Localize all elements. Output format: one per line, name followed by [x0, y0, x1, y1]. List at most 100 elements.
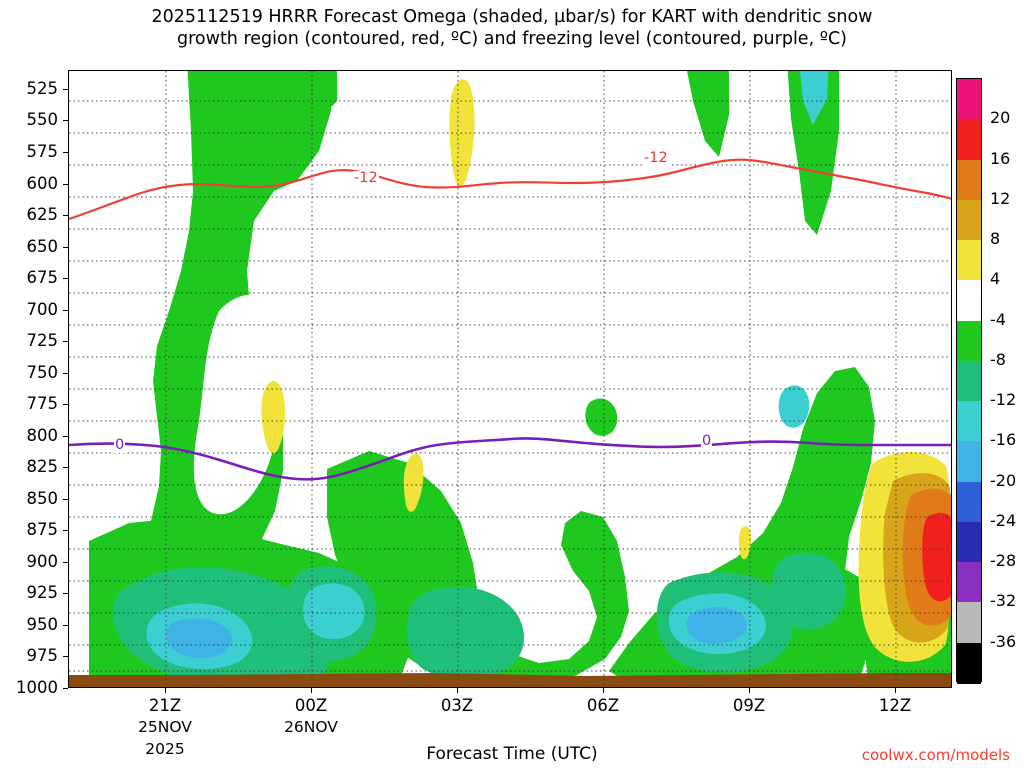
- y-tick-label: 850: [26, 488, 59, 508]
- y-tick-mark: [63, 498, 68, 500]
- y-tick-label: 800: [26, 425, 59, 445]
- colorbar-cell: [957, 521, 981, 563]
- colorbar-tick-label: -4: [990, 309, 1006, 329]
- colorbar-tick-label: -32: [990, 591, 1017, 611]
- x-tick-label: 06Z: [586, 696, 620, 715]
- colorbar-cell: [957, 401, 981, 442]
- x-tick-mark: [749, 688, 750, 693]
- colorbar-tick-label: -28: [990, 551, 1017, 571]
- y-tick-mark: [63, 278, 68, 280]
- colorbar-tick-label: -8: [990, 349, 1006, 369]
- dendritic-contour-path: [69, 158, 951, 221]
- chart-title-line2: growth region (contoured, red, ºC) and f…: [177, 29, 847, 50]
- colorbar-cell: [957, 119, 981, 161]
- y-tick-label: 650: [26, 236, 59, 256]
- contour-label-freezing-1: 0: [114, 437, 126, 453]
- y-tick-label: 975: [26, 646, 59, 666]
- colorbar-tick-label: -12: [990, 390, 1017, 410]
- colorbar-tick-label: 8: [990, 229, 1001, 249]
- y-tick-mark: [63, 467, 68, 469]
- x-tick-label: 21Z: [148, 696, 182, 715]
- x-tick-label: 09Z: [732, 696, 766, 715]
- y-tick-mark: [63, 435, 68, 437]
- omega-shaded-field: [69, 71, 951, 687]
- y-tick-label: 750: [26, 362, 59, 382]
- y-tick-label: 700: [26, 299, 59, 319]
- x-tick-sublabel: 26NOV: [284, 718, 338, 736]
- colorbar: [956, 78, 982, 684]
- y-tick-label: 950: [26, 614, 59, 634]
- y-tick-label: 725: [26, 331, 59, 351]
- y-tick-label: 1000: [16, 678, 58, 697]
- contour-label-freezing-2: 0: [701, 433, 713, 449]
- y-tick-label: 525: [26, 78, 59, 98]
- plot-area: -12 -12 0 0: [68, 70, 952, 688]
- colorbar-cell: [957, 441, 981, 483]
- y-tick-label: 550: [26, 110, 59, 130]
- contour-label-dendritic-1: -12: [353, 170, 379, 186]
- y-tick-mark: [63, 372, 68, 374]
- colorbar-tick-label: -36: [990, 631, 1017, 651]
- colorbar-cell: [957, 280, 981, 322]
- colorbar-tick-label: 12: [990, 188, 1011, 208]
- colorbar-cell: [957, 642, 981, 684]
- colorbar-cell: [957, 79, 981, 120]
- y-tick-mark: [63, 88, 68, 90]
- colorbar-tick-label: 16: [990, 148, 1011, 168]
- colorbar-tick-label: 20: [990, 108, 1011, 128]
- x-tick-label: 03Z: [440, 696, 474, 715]
- x-tick-label: 12Z: [878, 696, 912, 715]
- y-tick-mark: [63, 688, 68, 689]
- plot-inner: -12 -12 0 0: [69, 71, 951, 687]
- colorbar-cell: [957, 360, 981, 402]
- y-tick-mark: [63, 624, 68, 626]
- contour-lines: [69, 158, 951, 481]
- y-tick-label: 575: [26, 141, 59, 161]
- y-tick-mark: [63, 561, 68, 563]
- freezing-level-path: [69, 437, 951, 481]
- x-tick-sublabel: 25NOV: [138, 718, 192, 736]
- y-tick-mark: [63, 183, 68, 185]
- x-tick-mark: [603, 688, 604, 693]
- y-tick-label: 600: [26, 173, 59, 193]
- contour-label-dendritic-2: -12: [643, 150, 669, 166]
- chart-title-line1: 2025112519 HRRR Forecast Omega (shaded, …: [151, 7, 873, 27]
- colorbar-tick-label: -24: [990, 510, 1017, 530]
- chart-title: 2025112519 HRRR Forecast Omega (shaded, …: [0, 6, 1024, 51]
- y-tick-mark: [63, 309, 68, 311]
- x-tick-mark: [895, 688, 896, 693]
- y-tick-mark: [63, 530, 68, 532]
- colorbar-cell: [957, 320, 981, 362]
- colorbar-cell: [957, 602, 981, 644]
- credit-text: coolwx.com/models: [861, 746, 1010, 764]
- y-tick-mark: [63, 246, 68, 248]
- colorbar-cell: [957, 159, 981, 201]
- x-tick-mark: [457, 688, 458, 693]
- y-tick-mark: [63, 215, 68, 217]
- colorbar-cell: [957, 481, 981, 523]
- y-tick-mark: [63, 120, 68, 122]
- x-tick-mark: [311, 688, 312, 693]
- colorbar-cell: [957, 199, 981, 241]
- x-tick-sublabel: 2025: [145, 740, 185, 758]
- y-tick-mark: [63, 593, 68, 595]
- y-tick-label: 675: [26, 268, 59, 288]
- colorbar-tick-label: -20: [990, 470, 1017, 490]
- colorbar-cell: [957, 562, 981, 604]
- colorbar-tick-label: -16: [990, 430, 1017, 450]
- y-tick-mark: [63, 151, 68, 153]
- y-tick-label: 775: [26, 394, 59, 414]
- y-tick-mark: [63, 656, 68, 658]
- x-axis-title: Forecast Time (UTC): [426, 744, 598, 764]
- colorbar-cell: [957, 240, 981, 281]
- x-tick-label: 00Z: [294, 696, 328, 715]
- y-tick-label: 875: [26, 520, 59, 540]
- y-tick-mark: [63, 404, 68, 406]
- grid-lines: [69, 71, 951, 687]
- y-tick-mark: [63, 341, 68, 343]
- y-tick-label: 625: [26, 205, 59, 225]
- y-tick-label: 825: [26, 457, 59, 477]
- y-tick-label: 925: [26, 583, 59, 603]
- y-tick-label: 900: [26, 551, 59, 571]
- x-tick-mark: [165, 688, 166, 693]
